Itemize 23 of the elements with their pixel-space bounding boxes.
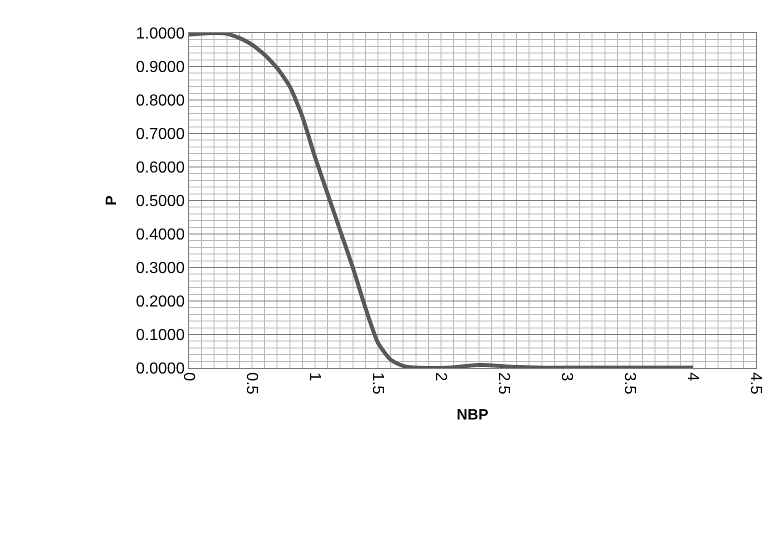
y-tick-label: 0.2000 <box>136 294 185 311</box>
y-tick-label: 0.1000 <box>136 327 185 344</box>
x-tick-label: 0.5 <box>242 372 260 395</box>
y-tick-label: 0.9000 <box>136 59 185 76</box>
x-tick-label: 1 <box>306 372 323 382</box>
x-tick-label: 3.5 <box>620 372 638 395</box>
x-tick-label: 3 <box>558 372 575 382</box>
y-tick-label: 0.4000 <box>136 226 185 244</box>
x-tick-label: 4.5 <box>746 372 764 395</box>
x-tick-label: 1.5 <box>368 372 386 395</box>
x-tick-label: 2.5 <box>494 372 512 395</box>
y-tick-label: 0.0000 <box>136 360 185 378</box>
y-tick-label: 0.8000 <box>136 92 185 110</box>
y-tick-label: 0.5000 <box>136 193 185 210</box>
y-tick-label: 1.0000 <box>136 26 185 43</box>
x-tick-label: 2 <box>432 372 449 382</box>
x-tick-label: 4 <box>684 372 701 382</box>
y-axis-title: P <box>103 195 120 206</box>
y-tick-label: 0.6000 <box>136 160 185 177</box>
line-series <box>189 33 695 368</box>
y-tick-label: 0.7000 <box>136 126 185 144</box>
x-axis-title: NBP <box>456 406 488 424</box>
y-tick-label: 0.3000 <box>136 260 185 278</box>
